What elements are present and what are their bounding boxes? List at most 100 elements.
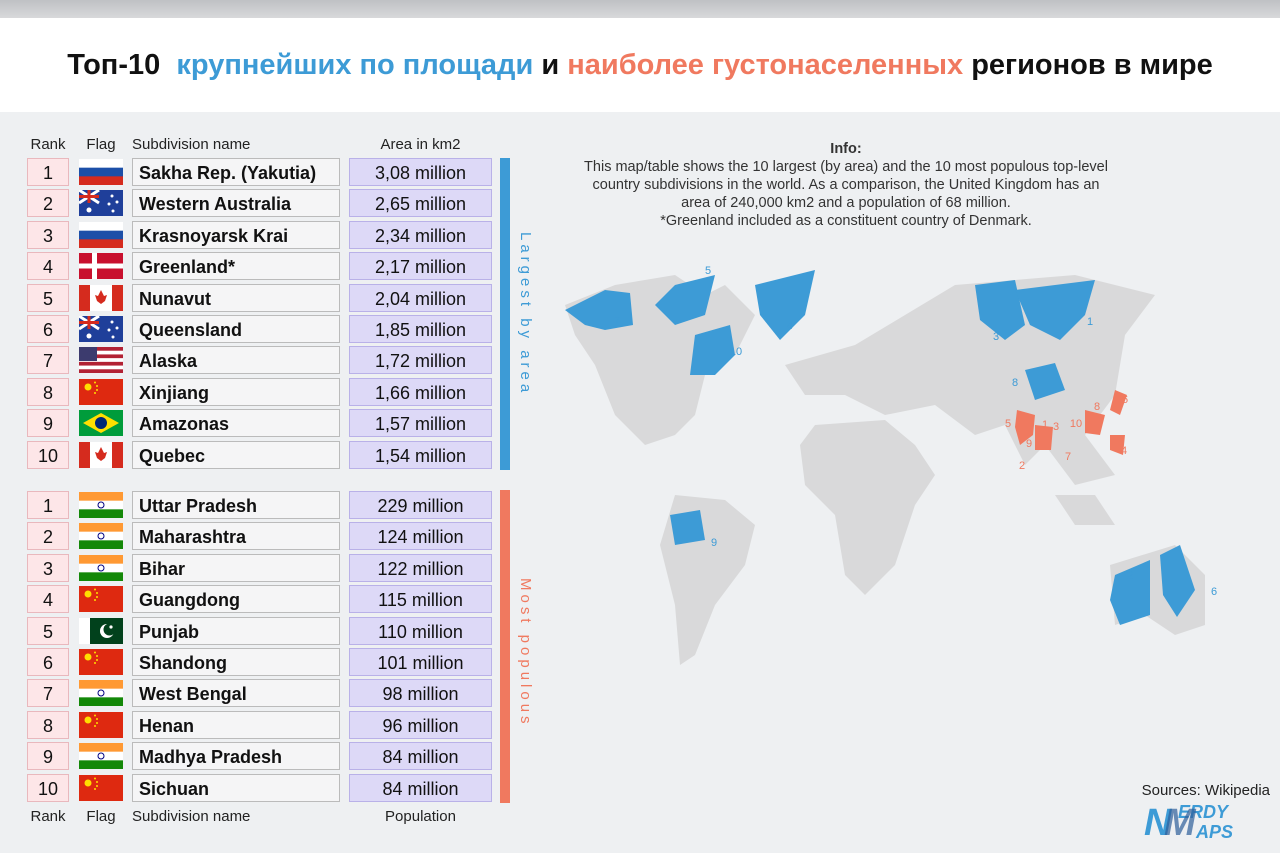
value-cell: 2,17 million	[349, 252, 492, 281]
column-header: Area in km2	[380, 136, 461, 153]
side-bar	[500, 490, 510, 803]
value-cell: 1,72 million	[349, 346, 492, 375]
side-label: Most populous	[517, 578, 534, 728]
flag-part	[79, 554, 123, 564]
rank-cell: 3	[27, 220, 69, 249]
flag-part	[95, 289, 107, 304]
flag-part	[79, 617, 90, 644]
flag-part	[115, 326, 119, 330]
flag-part	[95, 417, 107, 430]
rank-cell: 7	[27, 346, 69, 375]
rank-cell: 7	[27, 679, 69, 708]
region	[655, 275, 715, 325]
flag-part	[79, 774, 123, 801]
flag-part	[79, 572, 123, 582]
value-cell: 3,08 million	[349, 158, 492, 186]
flag-part	[94, 599, 96, 602]
logo-letter: M	[1164, 802, 1196, 844]
region	[1110, 390, 1127, 415]
flag	[79, 284, 123, 311]
flag-part	[97, 752, 105, 760]
flag-icon	[79, 492, 123, 519]
map-label: 4	[787, 320, 793, 332]
flag-part	[79, 697, 123, 707]
flag-part	[97, 532, 105, 540]
flag	[79, 743, 123, 770]
column-header: Rank	[30, 136, 66, 153]
flag-part	[94, 588, 96, 591]
region	[1110, 435, 1125, 455]
column-header: Flag	[86, 808, 116, 825]
flag-part	[84, 383, 92, 391]
flag-part	[79, 347, 97, 362]
info-title: Info:	[830, 141, 862, 157]
flag-part	[79, 563, 123, 573]
flag	[79, 649, 123, 675]
flag-part	[94, 787, 96, 790]
region	[565, 290, 633, 330]
column-header: Rank	[30, 808, 66, 825]
rank-cell: 2	[27, 189, 69, 218]
flag-part	[79, 358, 123, 363]
flag	[79, 711, 123, 738]
region	[975, 280, 1025, 340]
logo: N ERDY M APS	[1144, 800, 1264, 845]
map-label: 9	[1026, 438, 1032, 450]
flag-icon	[79, 774, 123, 801]
map-label: 10	[730, 346, 742, 358]
flag-part	[79, 239, 123, 249]
name-cell: Alaska	[132, 346, 340, 375]
value-cell: 84 million	[349, 742, 492, 771]
name-cell: Uttar Pradesh	[132, 491, 340, 519]
value-cell: 2,04 million	[349, 283, 492, 312]
flag-part	[97, 501, 105, 509]
flag-part	[84, 590, 92, 598]
info-line: area of 240,000 km2 and a population of …	[681, 195, 1011, 211]
value-cell: 122 million	[349, 553, 492, 582]
flag-part	[79, 586, 123, 613]
flag-part	[112, 441, 123, 468]
flag-icon	[79, 711, 123, 738]
flag-icon	[79, 743, 123, 770]
population-regions	[1015, 390, 1127, 455]
flag-part	[94, 777, 96, 780]
title-text: регионов в мире	[971, 49, 1213, 81]
flag-icon	[79, 523, 123, 550]
flag	[79, 617, 123, 644]
region	[1015, 410, 1035, 445]
flag-part	[79, 263, 123, 269]
flag-part	[109, 624, 113, 629]
flag-icon	[78, 189, 123, 217]
flag-icon	[79, 159, 123, 186]
map-label: 1	[1042, 419, 1048, 431]
map-label: 5	[1005, 418, 1011, 430]
flag-part	[79, 760, 123, 770]
value-cell: 1,66 million	[349, 377, 492, 406]
flag	[79, 347, 123, 374]
flag-icon	[78, 314, 123, 342]
region	[690, 325, 735, 375]
name-cell: Queensland	[132, 315, 340, 343]
map-label: 2	[1019, 460, 1025, 472]
flag-part	[112, 284, 123, 311]
name-cell: Guangdong	[132, 585, 340, 614]
region	[755, 270, 815, 340]
flag-icon	[79, 410, 123, 437]
name-cell: Shandong	[132, 648, 340, 676]
column-header: Subdivision name	[132, 136, 251, 153]
top-bar	[0, 0, 1280, 18]
map-label: 8	[1094, 401, 1100, 413]
name-cell: Western Australia	[132, 189, 340, 218]
flag	[78, 314, 123, 342]
flag	[78, 189, 123, 217]
flag-icon	[79, 253, 123, 280]
value-cell: 84 million	[349, 773, 492, 802]
flag-part	[97, 689, 105, 697]
flag-part	[111, 209, 115, 213]
map-label: 6	[1122, 394, 1128, 406]
flag-part	[79, 347, 123, 352]
flag	[79, 554, 123, 582]
name-cell: Greenland*	[132, 252, 340, 281]
map-label: 9	[711, 537, 717, 549]
map-label: 1	[1087, 316, 1093, 328]
